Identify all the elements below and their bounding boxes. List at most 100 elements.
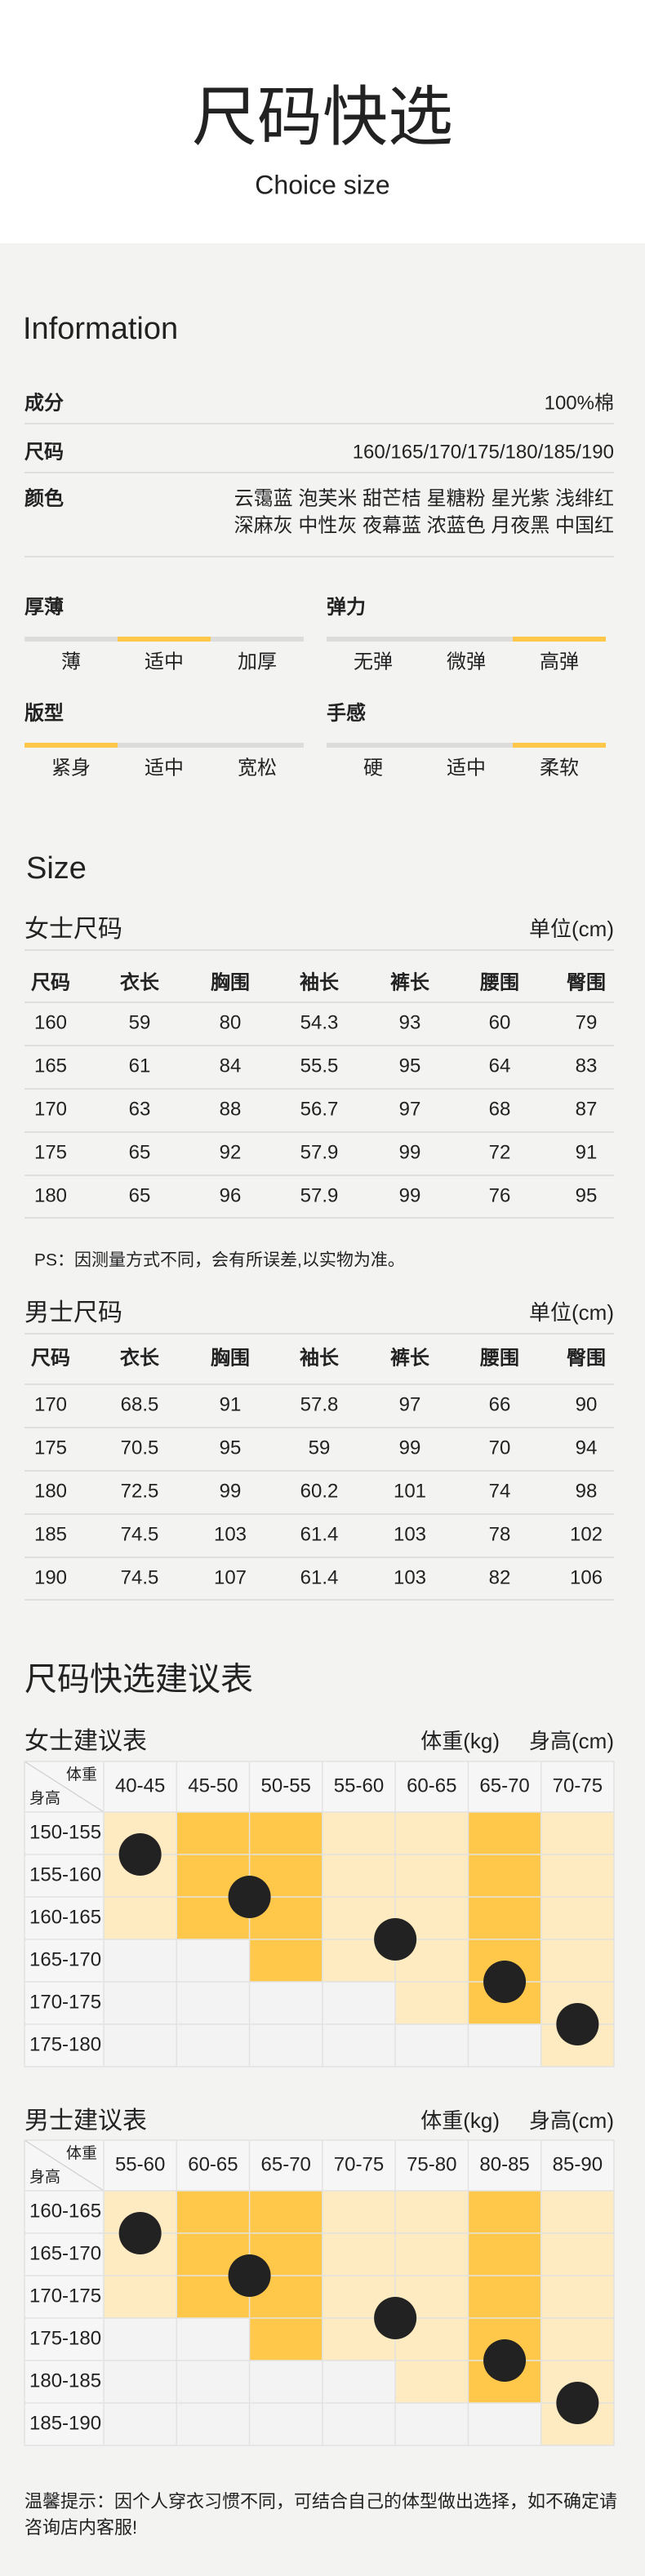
attribute-label: 弹力 [327,596,366,618]
table-header: 腰围 [479,971,519,993]
table-header: 胸围 [211,971,250,993]
height-label: 160-165 [29,1906,101,1928]
section-heading: Information [23,312,178,346]
grid-title: 女士建议表 [24,1728,147,1755]
table-header: 臀围 [567,971,606,993]
grid-cell [322,2403,396,2445]
weight-label: 45-50 [188,1774,238,1797]
weight-label: 70-75 [553,1774,603,1797]
height-cell [24,2403,104,2445]
height-label: 175-180 [29,2327,101,2349]
table-header: 袖长 [300,970,340,993]
color-list: 云霭蓝 泡芙米 甜芒桔 星糖粉 星光紫 浅绯红 [234,487,614,509]
height-cell [24,1812,104,1854]
grid-cell [395,2403,469,2445]
corner-weight: 体重 [66,1765,97,1783]
table-cell: 72.5 [121,1480,159,1502]
grid-cell [104,1982,177,2024]
size-badge-label: 180 [379,2307,411,2329]
grid-cell [249,2191,322,2233]
table-cell: 65 [129,1141,151,1163]
grid-cell [540,1812,614,1854]
size-badge [118,2212,162,2254]
grid-cell [249,2318,322,2361]
attribute-option: 加厚 [238,651,277,673]
grid-cell [249,1982,322,2024]
table-cell: 92 [220,1141,242,1163]
attribute-option: 适中 [447,757,486,779]
size-badge [556,2003,599,2045]
grid-cell [468,1897,541,1939]
table-cell: 99 [399,1184,421,1206]
height-label: 170-175 [29,2285,101,2307]
height-cell [24,2024,104,2067]
size-badge [556,2382,599,2424]
size-badge-label: 175 [234,2264,266,2286]
table-cell: 84 [220,1055,242,1077]
height-cell [24,1854,104,1897]
attribute-track [327,637,606,642]
attribute-option: 硬 [363,757,383,779]
corner-height: 身高 [29,1789,60,1807]
table-cell: 55.5 [300,1055,339,1077]
table-cell: 70.5 [121,1437,159,1459]
size-badge [228,2254,271,2297]
table-cell: 74.5 [121,1523,159,1545]
table-cell: 57.9 [300,1184,339,1206]
table-cell: 64 [489,1055,511,1077]
table-cell: 97 [399,1393,421,1415]
size-badge [228,1876,271,1918]
grid-cell [322,2191,396,2233]
corner-weight: 体重 [66,2144,97,2162]
table-cell: 76 [489,1184,511,1206]
height-cell [24,2191,104,2233]
table-cell: 190 [34,1566,67,1588]
table-cell: 99 [220,1480,242,1502]
table-cell: 61 [129,1055,151,1077]
grid-cell [176,2191,250,2233]
page-title: 尺码快选 [192,81,453,153]
info-value: 100%棉 [545,392,614,414]
table-cell: 96 [220,1184,242,1206]
weight-label: 75-80 [407,2153,456,2175]
grid-cell [468,2276,541,2318]
grid-cell [468,2403,541,2445]
grid-header [24,2140,614,2191]
height-cell [24,2233,104,2276]
table-header: 衣长 [120,1346,160,1369]
height-label: 160-165 [29,2200,101,2222]
size-badge-label: 190 [561,2392,594,2414]
attribute-option: 宽松 [238,757,277,779]
size-badge-label: 160 [124,1843,157,1865]
size-badge-label: 165 [234,1885,266,1908]
grid-cell [104,2318,177,2361]
table-cell: 99 [399,1437,421,1459]
grid-cell [176,2318,250,2361]
grid-cell [395,2191,469,2233]
height-label: 150-155 [29,1821,101,1843]
table-cell: 103 [394,1523,426,1545]
grid-cell [468,1812,541,1854]
grid-cell [540,2276,614,2318]
height-cell [24,1939,104,1982]
grid-unit: 体重(kg) [420,1729,500,1753]
size-badge-label: 170 [124,2222,157,2244]
size-badge [483,1961,527,2003]
weight-label: 40-45 [115,1774,165,1797]
grid-cell [395,2233,469,2276]
grid-cell [176,2403,250,2445]
grid-title: 男士建议表 [24,2107,147,2134]
table-cell: 93 [399,1011,421,1033]
height-cell [24,2318,104,2361]
table-cell: 95 [220,1437,242,1459]
table-cell: 160 [34,1011,67,1033]
grid-cell [176,1982,250,2024]
table-cell: 102 [570,1523,603,1545]
table-cell: 91 [576,1141,598,1163]
grid-cell [104,1897,177,1939]
grid-cell [540,2318,614,2361]
grid-unit: 体重(kg) [420,2108,500,2133]
